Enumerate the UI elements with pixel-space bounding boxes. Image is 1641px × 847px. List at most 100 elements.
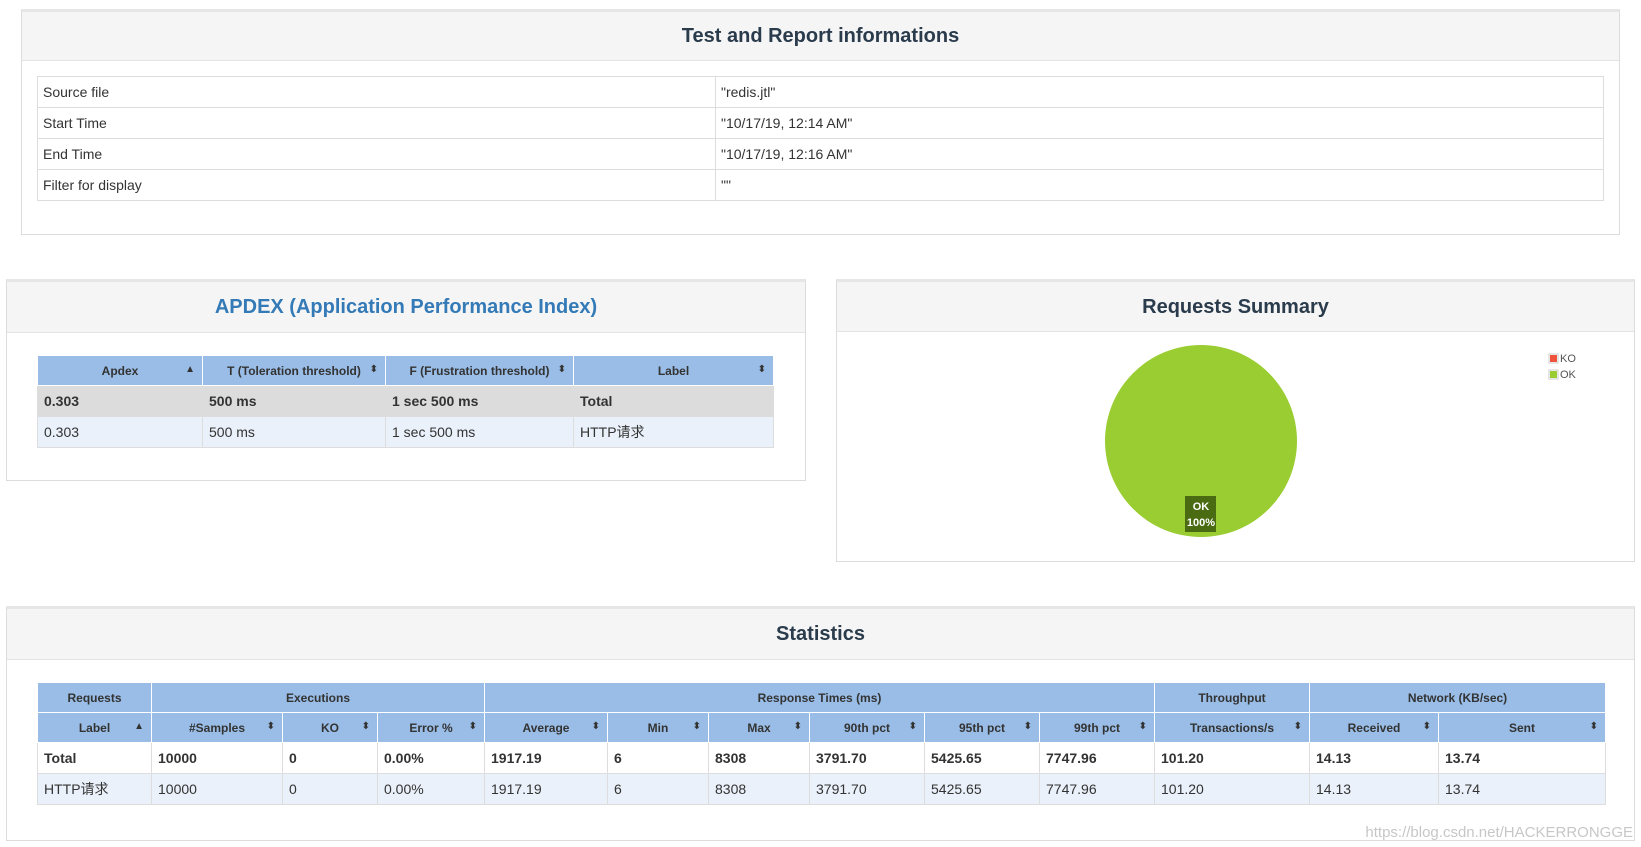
watermark: https://blog.csdn.net/HACKERRONGGE bbox=[1365, 824, 1633, 841]
group-header-network: Network (KB/sec) bbox=[1309, 682, 1606, 713]
pie-slices bbox=[1105, 345, 1297, 537]
column-header-text: Min bbox=[647, 720, 669, 735]
statistics-cell: 6 bbox=[607, 742, 709, 774]
apdex-cell: 1 sec 500 ms bbox=[385, 416, 574, 448]
apdex-cell: Total bbox=[573, 385, 774, 417]
statistics-cell: 10000 bbox=[151, 773, 283, 805]
apdex-header-label: Label bbox=[657, 363, 690, 378]
group-header-response-times: Response Times (ms) bbox=[484, 682, 1155, 713]
sort-both-icon: ⬍ bbox=[468, 721, 477, 732]
pie-legend: KO OK bbox=[1548, 353, 1577, 381]
statistics-cell: 8308 bbox=[708, 773, 810, 805]
column-header-99th[interactable]: 99th pct ⬍ bbox=[1039, 712, 1155, 743]
statistics-cell: 14.13 bbox=[1309, 773, 1439, 805]
sort-both-icon: ⬍ bbox=[1422, 721, 1431, 732]
statistics-cell: 3791.70 bbox=[809, 773, 925, 805]
sort-both-icon: ⬍ bbox=[1293, 721, 1302, 732]
apdex-header-apdex[interactable]: Apdex ▲ bbox=[37, 355, 203, 386]
column-header-average[interactable]: Average ⬍ bbox=[484, 712, 608, 743]
sort-both-icon: ⬍ bbox=[557, 364, 566, 375]
column-header-text: Max bbox=[747, 720, 771, 735]
apdex-header-label: F (Frustration threshold) bbox=[409, 363, 550, 378]
group-header-throughput: Throughput bbox=[1154, 682, 1310, 713]
legend-swatch-ok bbox=[1550, 371, 1557, 378]
column-header-text: Label bbox=[78, 720, 111, 735]
info-row: Source file "redis.jtl" bbox=[37, 76, 1604, 108]
column-header-text: KO bbox=[321, 720, 339, 735]
info-value: "10/17/19, 12:14 AM" bbox=[715, 107, 1604, 139]
column-header-text: Average bbox=[522, 720, 570, 735]
apdex-cell: 1 sec 500 ms bbox=[385, 385, 574, 417]
column-header-received[interactable]: Received ⬍ bbox=[1309, 712, 1439, 743]
statistics-cell: 14.13 bbox=[1309, 742, 1439, 774]
statistics-panel: Statistics Requests Executions Response … bbox=[6, 606, 1635, 841]
sort-both-icon: ⬍ bbox=[692, 721, 701, 732]
pie-slice-ok[interactable] bbox=[1105, 345, 1297, 537]
legend-item-ko[interactable]: KO bbox=[1548, 353, 1576, 365]
column-header-max[interactable]: Max ⬍ bbox=[708, 712, 810, 743]
statistics-cell: 5425.65 bbox=[924, 773, 1040, 805]
statistics-cell: HTTP请求 bbox=[37, 773, 152, 805]
info-panel-title: Test and Report informations bbox=[22, 12, 1619, 61]
info-key: Start Time bbox=[37, 107, 716, 139]
column-header-text: Received bbox=[1347, 720, 1401, 735]
statistics-cell: 7747.96 bbox=[1039, 773, 1155, 805]
group-header-executions: Executions bbox=[151, 682, 485, 713]
column-header-min[interactable]: Min ⬍ bbox=[607, 712, 709, 743]
sort-both-icon: ⬍ bbox=[793, 721, 802, 732]
legend-swatch-ko bbox=[1550, 355, 1557, 362]
apdex-table: Apdex ▲ T (Toleration threshold) ⬍ F (Frus… bbox=[37, 355, 774, 448]
info-row: Filter for display "" bbox=[37, 169, 1604, 201]
column-header-text: 90th pct bbox=[843, 720, 890, 735]
info-row: End Time "10/17/19, 12:16 AM" bbox=[37, 138, 1604, 170]
statistics-cell: 101.20 bbox=[1154, 773, 1310, 805]
column-header-sent[interactable]: Sent ⬍ bbox=[1438, 712, 1606, 743]
apdex-cell: 500 ms bbox=[202, 416, 386, 448]
statistics-cell: 0.00% bbox=[377, 742, 485, 774]
sort-both-icon: ⬍ bbox=[908, 721, 917, 732]
info-value: "10/17/19, 12:16 AM" bbox=[715, 138, 1604, 170]
statistics-column-header-row: Label ▲ #Samples ⬍ KO ⬍ Error % ⬍ Average ⬍ M… bbox=[37, 712, 1606, 743]
statistics-title: Statistics bbox=[7, 609, 1634, 660]
statistics-cell: 10000 bbox=[151, 742, 283, 774]
info-key: Filter for display bbox=[37, 169, 716, 201]
apdex-row-total: 0.303 500 ms 1 sec 500 ms Total bbox=[37, 385, 774, 417]
apdex-header-toleration[interactable]: T (Toleration threshold) ⬍ bbox=[202, 355, 386, 386]
apdex-header-label-col[interactable]: Label ⬍ bbox=[573, 355, 774, 386]
info-value: "redis.jtl" bbox=[715, 76, 1604, 108]
statistics-table: Requests Executions Response Times (ms) … bbox=[37, 682, 1606, 805]
column-header-transactions[interactable]: Transactions/s ⬍ bbox=[1154, 712, 1310, 743]
sort-both-icon: ⬍ bbox=[361, 721, 370, 732]
apdex-header-label: Apdex bbox=[101, 363, 139, 378]
statistics-cell: 3791.70 bbox=[809, 742, 925, 774]
requests-summary-title: Requests Summary bbox=[837, 282, 1634, 332]
apdex-cell: 500 ms bbox=[202, 385, 386, 417]
statistics-cell: 5425.65 bbox=[924, 742, 1040, 774]
legend-item-ok[interactable]: OK bbox=[1548, 369, 1577, 381]
statistics-cell: 0 bbox=[282, 742, 378, 774]
column-header-label[interactable]: Label ▲ bbox=[37, 712, 152, 743]
column-header-samples[interactable]: #Samples ⬍ bbox=[151, 712, 283, 743]
legend-label-ko: KO bbox=[1560, 353, 1576, 365]
sort-both-icon: ⬍ bbox=[266, 721, 275, 732]
statistics-cell: Total bbox=[37, 742, 152, 774]
statistics-cell: 13.74 bbox=[1438, 742, 1606, 774]
sort-both-icon: ⬍ bbox=[591, 721, 600, 732]
info-panel: Test and Report informations Source file… bbox=[21, 9, 1620, 235]
column-header-90th[interactable]: 90th pct ⬍ bbox=[809, 712, 925, 743]
info-table: Source file "redis.jtl" Start Time "10/1… bbox=[37, 76, 1604, 201]
sort-both-icon: ⬍ bbox=[1589, 721, 1598, 732]
statistics-cell: 0 bbox=[282, 773, 378, 805]
column-header-error-pct[interactable]: Error % ⬍ bbox=[377, 712, 485, 743]
statistics-row: HTTP请求 10000 0 0.00% 1917.19 6 8308 3791… bbox=[37, 773, 1606, 805]
statistics-cell: 0.00% bbox=[377, 773, 485, 805]
column-header-95th[interactable]: 95th pct ⬍ bbox=[924, 712, 1040, 743]
column-header-text: 99th pct bbox=[1073, 720, 1120, 735]
apdex-cell: 0.303 bbox=[37, 385, 203, 417]
column-header-text: Transactions/s bbox=[1189, 720, 1275, 735]
info-row: Start Time "10/17/19, 12:14 AM" bbox=[37, 107, 1604, 139]
column-header-text: 95th pct bbox=[958, 720, 1005, 735]
column-header-ko[interactable]: KO ⬍ bbox=[282, 712, 378, 743]
apdex-header-frustration[interactable]: F (Frustration threshold) ⬍ bbox=[385, 355, 574, 386]
apdex-cell: 0.303 bbox=[37, 416, 203, 448]
